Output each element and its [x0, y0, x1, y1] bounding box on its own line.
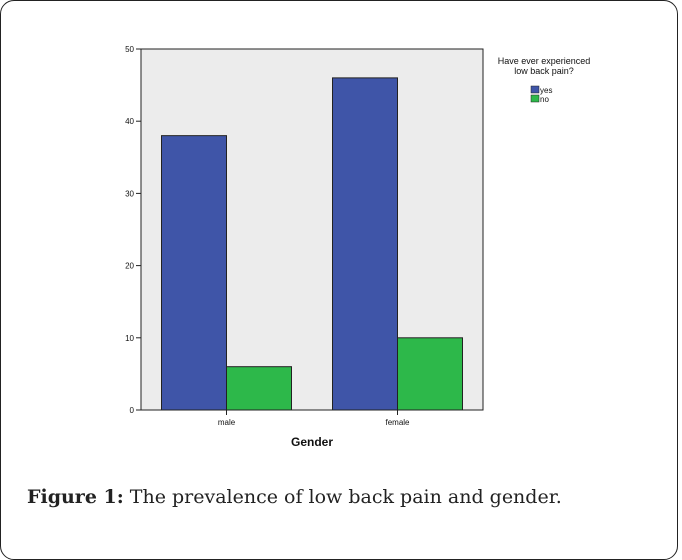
bar-female-yes: [332, 77, 398, 411]
bar-female-no: [397, 337, 463, 411]
y-tick-label-20: 20: [125, 262, 134, 271]
y-tick-label-40: 40: [125, 117, 134, 126]
bar-male-yes: [161, 135, 227, 411]
bars: [161, 77, 463, 411]
legend-title-line-1: Have ever experienced: [498, 56, 591, 66]
axes: 0 10 20 30 40 50 male female: [125, 45, 410, 427]
legend-swatch-yes: [530, 85, 540, 94]
y-tick-label-30: 30: [125, 189, 134, 198]
y-tick-label-10: 10: [125, 334, 134, 343]
legend-label-yes: yes: [540, 86, 552, 95]
caption-label: Figure 1:: [27, 486, 124, 508]
bar-male-no: [226, 366, 292, 411]
figure-caption: Figure 1: The prevalence of low back pai…: [27, 486, 562, 508]
legend-label-no: no: [540, 95, 549, 104]
bar-chart: 0 10 20 30 40 50 male female Gender Have ever e…: [125, 45, 591, 449]
x-axis-label: Gender: [291, 435, 333, 449]
x-tick-label-male: male: [218, 418, 236, 427]
legend-title-line-2: low back pain?: [514, 66, 574, 76]
caption-text: The prevalence of low back pain and gend…: [123, 486, 562, 508]
y-tick-label-50: 50: [125, 45, 134, 54]
y-tick-label-0: 0: [130, 406, 135, 415]
x-tick-label-female: female: [385, 418, 410, 427]
legend-swatch-no: [530, 94, 540, 103]
